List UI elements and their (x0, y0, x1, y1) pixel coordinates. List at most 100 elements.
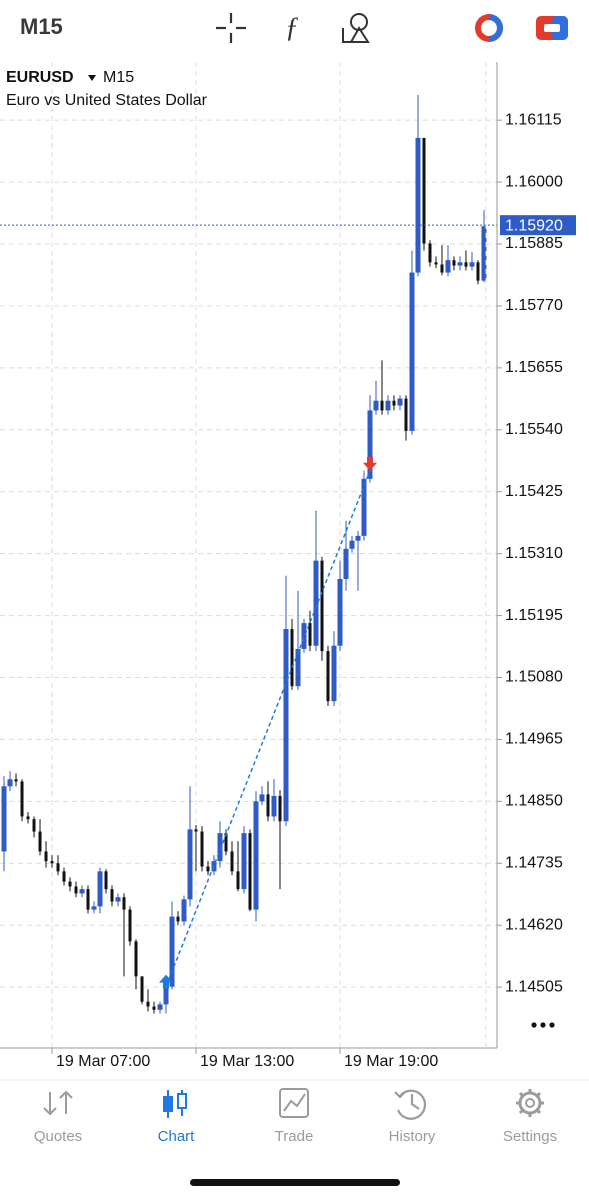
candle-body (157, 1004, 163, 1010)
candle-body (253, 801, 259, 910)
candle-body (283, 629, 289, 822)
candle-body (313, 560, 319, 646)
tab-label[interactable]: Chart (158, 1128, 196, 1145)
candle-body (122, 897, 126, 910)
current-price-box (500, 215, 576, 236)
y-tick-label: 1.15540 (505, 421, 563, 438)
y-tick-label: 1.14505 (505, 978, 563, 995)
indicators-icon[interactable]: ƒ (285, 12, 299, 43)
candle-body (392, 400, 396, 406)
tab-label[interactable]: Quotes (34, 1128, 82, 1145)
trade-line (165, 470, 371, 987)
candle-body (445, 260, 451, 273)
candle-body (385, 400, 391, 411)
candle-body (38, 831, 42, 852)
candle-body (181, 899, 187, 922)
candle-body (20, 781, 24, 817)
y-tick-label: 1.16000 (505, 173, 563, 190)
account-icon[interactable] (475, 14, 503, 42)
candle-body (422, 137, 426, 244)
y-tick-label: 1.14735 (505, 855, 563, 872)
y-tick-label: 1.15770 (505, 297, 563, 314)
candle-body (104, 871, 108, 890)
candle-body (469, 262, 475, 267)
tab-label[interactable]: Settings (503, 1128, 557, 1145)
y-tick-label: 1.15425 (505, 483, 563, 500)
candle-body (146, 1001, 150, 1007)
trade-icon[interactable] (536, 16, 568, 40)
objects-icon[interactable] (342, 13, 370, 43)
more-button[interactable] (531, 1022, 555, 1028)
settings-icon[interactable] (516, 1089, 544, 1117)
y-tick-label: 1.15655 (505, 359, 563, 376)
candle-body (50, 861, 54, 864)
candle-body (464, 262, 468, 267)
history-icon[interactable] (394, 1089, 427, 1120)
y-tick-label: 1.15885 (505, 235, 563, 252)
sell-arrow (362, 456, 377, 471)
y-tick-label: 1.15310 (505, 545, 563, 562)
candle-body (230, 851, 234, 872)
candle-body (326, 651, 330, 702)
candle-body (206, 866, 210, 872)
crosshair-icon[interactable] (216, 13, 246, 43)
tab-label[interactable]: History (389, 1128, 436, 1145)
timeframe-button[interactable]: M15 (20, 14, 63, 39)
quotes-icon[interactable] (43, 1090, 73, 1116)
candle-body (134, 941, 138, 977)
y-tick-label: 1.15080 (505, 669, 563, 686)
candle-body (301, 623, 307, 649)
candle-body (440, 264, 444, 273)
candle-body (266, 794, 270, 817)
candle-body (415, 137, 421, 273)
candle-body (79, 889, 85, 894)
candle-body (278, 795, 282, 822)
y-tick-label: 1.14620 (505, 916, 563, 933)
candle-body (295, 648, 301, 687)
y-tick-label: 1.14965 (505, 731, 563, 748)
candle-body (97, 871, 103, 907)
trade-tab-icon[interactable] (279, 1088, 309, 1118)
candle-body (404, 398, 408, 431)
candle-body (349, 540, 355, 549)
y-tick-label: 1.15195 (505, 607, 563, 624)
candle-body (320, 560, 324, 652)
candle-body (343, 548, 349, 579)
y-tick-label: 1.16115 (505, 111, 562, 128)
candle-body (217, 833, 223, 862)
candle-body (236, 871, 240, 890)
chart-plot (0, 62, 502, 1054)
candle-body (380, 400, 384, 411)
candle-body (56, 863, 60, 872)
symbol-description: Euro vs United States Dollar (6, 92, 208, 109)
home-indicator (190, 1179, 400, 1186)
candle-body (200, 831, 204, 867)
candle-body (457, 262, 463, 266)
candle-body (91, 906, 97, 910)
candle-body (7, 779, 13, 787)
candle-body (373, 400, 379, 411)
candle-body (176, 916, 180, 922)
candle-body (68, 881, 72, 887)
candle-body (110, 889, 114, 902)
candle-body (241, 833, 247, 890)
candle-body (290, 629, 294, 687)
candle-body (86, 889, 90, 910)
candle-body (308, 623, 312, 646)
candle-body (434, 262, 438, 265)
candle-body (361, 478, 367, 536)
candle-body (397, 398, 403, 406)
candle-body (428, 243, 432, 263)
candle-body (271, 795, 277, 817)
candle-body (355, 535, 361, 541)
candle-body (476, 262, 480, 281)
buy-arrow (159, 974, 174, 989)
candle-body (452, 260, 456, 266)
dropdown-caret[interactable] (88, 75, 96, 81)
chart-icon[interactable] (163, 1090, 187, 1118)
symbol[interactable]: EURUSD (6, 69, 74, 86)
candle-body (248, 833, 252, 910)
candle-body (26, 816, 30, 820)
tab-label[interactable]: Trade (275, 1128, 314, 1145)
candle-body (259, 794, 265, 802)
